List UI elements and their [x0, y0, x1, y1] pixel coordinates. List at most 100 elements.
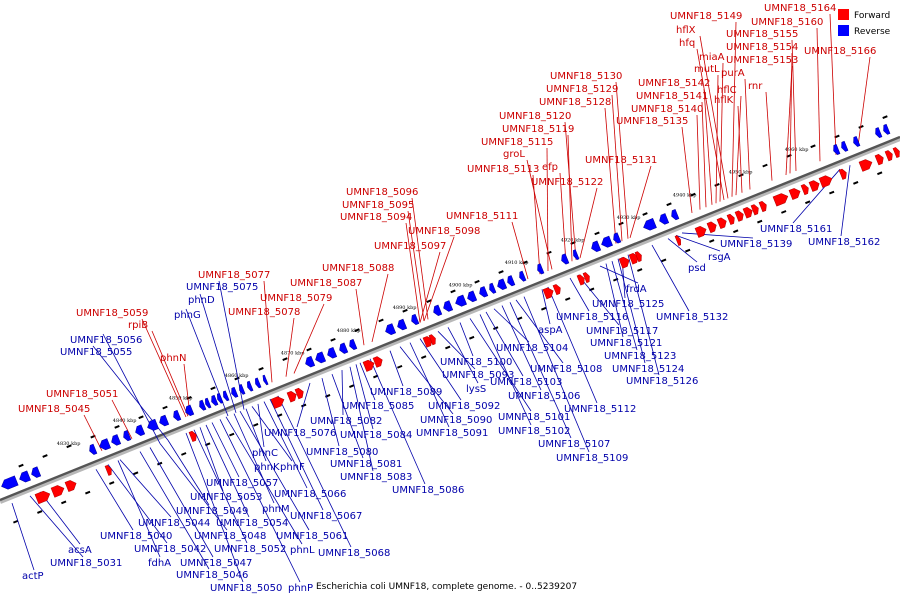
forward-gene-arrow[interactable]: [634, 251, 643, 263]
reverse-gene-arrow[interactable]: [572, 249, 580, 261]
reverse-gene-arrow[interactable]: [230, 386, 239, 398]
reverse-gene-arrow[interactable]: [454, 294, 467, 308]
forward-gene-arrow[interactable]: [582, 272, 591, 284]
reverse-gene-arrow[interactable]: [18, 470, 31, 484]
forward-gene-arrow[interactable]: [858, 158, 874, 172]
forward-gene-arrow[interactable]: [188, 430, 198, 442]
reverse-gene-arrow[interactable]: [222, 390, 230, 402]
forward-gene-label: efp: [542, 162, 558, 173]
reverse-gene-arrow[interactable]: [488, 282, 497, 294]
forward-gene-arrow[interactable]: [884, 149, 894, 162]
reverse-gene-arrow[interactable]: [432, 304, 443, 317]
reverse-gene-arrow[interactable]: [262, 374, 269, 386]
reverse-gene-arrow[interactable]: [536, 263, 545, 275]
forward-gene-arrow[interactable]: [628, 252, 640, 265]
forward-gene-label: UMNF18_5135: [616, 116, 688, 127]
reverse-gene-arrow[interactable]: [874, 127, 883, 139]
reverse-gene-arrow[interactable]: [304, 355, 316, 368]
forward-gene-arrow[interactable]: [772, 192, 790, 207]
legend-swatch-reverse: [838, 25, 849, 36]
reverse-gene-arrow[interactable]: [832, 144, 841, 155]
reverse-gene-arrow[interactable]: [254, 377, 262, 389]
forward-gene-arrow[interactable]: [372, 355, 384, 368]
forward-gene-arrow[interactable]: [542, 286, 555, 300]
reverse-gene-arrow[interactable]: [384, 323, 397, 337]
forward-gene-arrow[interactable]: [270, 395, 286, 409]
reverse-gene-arrow[interactable]: [612, 232, 622, 245]
reverse-gene-arrow[interactable]: [670, 209, 680, 221]
reverse-gene-arrow[interactable]: [0, 475, 19, 491]
forward-gene-arrow[interactable]: [428, 334, 437, 346]
forward-gene-arrow[interactable]: [34, 489, 52, 505]
reverse-gene-arrow[interactable]: [600, 235, 613, 249]
forward-gene-arrow[interactable]: [808, 179, 821, 192]
forward-gene-arrow[interactable]: [734, 210, 745, 222]
forward-gene-label: UMNF18_5115: [481, 137, 553, 148]
forward-gene-arrow[interactable]: [874, 153, 885, 166]
reverse-gene-arrow[interactable]: [396, 318, 408, 331]
forward-gene-arrow[interactable]: [362, 358, 376, 372]
forward-gene-arrow[interactable]: [716, 216, 728, 230]
forward-gene-arrow[interactable]: [742, 206, 754, 219]
reverse-gene-arrow[interactable]: [314, 351, 327, 365]
reverse-gene-arrow[interactable]: [30, 466, 42, 479]
reverse-gene-arrow[interactable]: [122, 430, 132, 442]
reverse-gene-label: UMNF18_5161: [760, 224, 832, 235]
forward-gene-arrow[interactable]: [726, 213, 736, 226]
reverse-gene-arrow[interactable]: [642, 218, 657, 232]
reverse-gene-arrow[interactable]: [506, 275, 516, 287]
forward-gene-arrow[interactable]: [706, 220, 718, 234]
forward-gene-arrow[interactable]: [892, 147, 900, 159]
reverse-gene-arrow[interactable]: [882, 123, 891, 135]
forward-gene-arrow[interactable]: [800, 183, 810, 196]
reverse-gene-arrow[interactable]: [466, 290, 478, 303]
reverse-gene-arrow[interactable]: [88, 443, 98, 456]
reverse-gene-arrow[interactable]: [496, 278, 508, 291]
forward-gene-arrow[interactable]: [788, 187, 802, 200]
forward-gene-arrow[interactable]: [50, 484, 66, 498]
reverse-gene-arrow[interactable]: [658, 213, 670, 225]
reverse-gene-arrow[interactable]: [840, 140, 849, 152]
reverse-gene-arrow[interactable]: [204, 397, 212, 409]
forward-gene-arrow[interactable]: [694, 225, 708, 238]
reverse-gene-arrow[interactable]: [518, 270, 527, 282]
leader-line: [371, 273, 389, 343]
reverse-gene-label: UMNF18_5086: [392, 485, 464, 496]
reverse-gene-arrow[interactable]: [158, 414, 170, 427]
reverse-gene-arrow[interactable]: [326, 347, 338, 359]
reverse-gene-arrow[interactable]: [560, 253, 570, 266]
forward-gene-arrow[interactable]: [818, 174, 834, 188]
reverse-gene-arrow[interactable]: [146, 418, 159, 432]
forward-gene-arrow[interactable]: [104, 464, 113, 476]
leader-line: [83, 414, 103, 452]
reverse-gene-arrow[interactable]: [590, 240, 602, 253]
reverse-gene-arrow[interactable]: [852, 135, 861, 147]
forward-gene-arrow[interactable]: [750, 203, 760, 216]
reverse-gene-arrow[interactable]: [98, 438, 111, 452]
forward-gene-arrow[interactable]: [674, 235, 682, 246]
reverse-gene-arrow[interactable]: [246, 380, 254, 392]
forward-gene-arrow[interactable]: [552, 283, 562, 296]
reverse-gene-arrow[interactable]: [172, 409, 182, 422]
reverse-gene-arrow[interactable]: [210, 394, 219, 406]
forward-gene-arrow[interactable]: [286, 390, 298, 403]
forward-gene-arrow[interactable]: [838, 168, 848, 180]
reverse-gene-label: UMNF18_5102: [498, 426, 570, 437]
reverse-gene-arrow[interactable]: [216, 392, 224, 404]
reverse-gene-arrow[interactable]: [238, 383, 246, 395]
reverse-gene-arrow[interactable]: [348, 338, 358, 351]
reverse-gene-arrow[interactable]: [134, 424, 146, 437]
forward-gene-arrow[interactable]: [294, 387, 305, 400]
forward-gene-arrow[interactable]: [618, 256, 631, 269]
reverse-gene-arrow[interactable]: [184, 404, 195, 417]
forward-gene-arrow[interactable]: [64, 479, 78, 493]
reverse-gene-arrow[interactable]: [442, 300, 454, 313]
reverse-gene-arrow[interactable]: [410, 313, 420, 326]
forward-gene-arrow[interactable]: [576, 274, 586, 286]
reverse-gene-arrow[interactable]: [478, 286, 489, 298]
forward-gene-arrow[interactable]: [422, 335, 434, 348]
reverse-gene-arrow[interactable]: [198, 399, 207, 411]
reverse-gene-arrow[interactable]: [338, 342, 349, 355]
forward-gene-arrow[interactable]: [758, 200, 768, 213]
reverse-gene-arrow[interactable]: [110, 434, 122, 446]
